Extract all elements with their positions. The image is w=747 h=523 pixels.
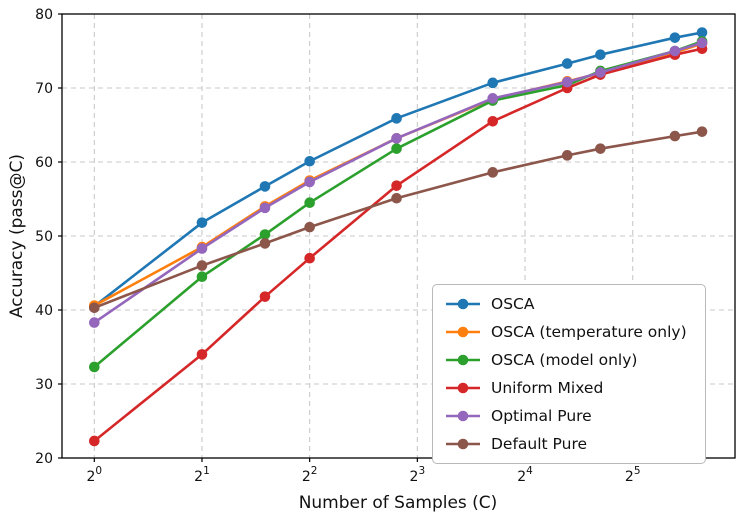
legend: OSCA OSCA (temperature only) OSCA (model o… <box>432 284 706 464</box>
legend-label: Default Pure <box>491 435 588 453</box>
legend-label: Optimal Pure <box>491 407 592 425</box>
series-line <box>93 47 703 442</box>
series-marker <box>487 77 499 89</box>
x-tick-label: 23 <box>410 465 426 485</box>
legend-item[interactable]: OSCA (model only) <box>444 351 687 369</box>
series-marker <box>595 67 606 78</box>
series-line <box>93 41 703 324</box>
x-tick-label: 25 <box>625 465 641 485</box>
y-tick-label: 70 <box>35 81 53 97</box>
series-marker <box>259 238 271 249</box>
legend-marker-icon <box>446 326 480 338</box>
series-marker <box>391 113 402 124</box>
series-marker <box>196 217 208 228</box>
legend-item[interactable]: OSCA (temperature only) <box>444 323 687 341</box>
legend-item[interactable]: OSCA <box>444 295 687 313</box>
legend-label: OSCA (model only) <box>491 351 638 369</box>
series-marker <box>304 221 315 233</box>
series-marker <box>304 155 315 167</box>
y-tick-label: 60 <box>35 155 53 171</box>
legend-label: OSCA (temperature only) <box>491 323 687 341</box>
x-tick-label: 22 <box>302 465 318 485</box>
y-tick-label: 40 <box>35 303 53 319</box>
series-marker <box>391 180 402 191</box>
x-tick-label: 20 <box>86 465 102 485</box>
series-marker <box>487 167 499 178</box>
legend-item[interactable]: Uniform Mixed <box>444 379 687 397</box>
series-marker <box>89 302 100 314</box>
series-marker <box>561 58 573 69</box>
x-tick-label: 21 <box>194 465 210 485</box>
series-marker <box>487 93 499 104</box>
series-line <box>93 31 703 308</box>
series-marker <box>259 181 271 192</box>
plot-frame <box>61 13 736 459</box>
series-marker <box>89 435 100 447</box>
series-marker <box>259 229 271 240</box>
legend-marker-icon <box>446 354 480 366</box>
y-tick-label: 50 <box>35 229 53 245</box>
series-marker <box>304 252 315 264</box>
legend-label: Uniform Mixed <box>491 379 604 397</box>
y-tick-label: 20 <box>35 451 53 467</box>
series-marker <box>391 143 402 154</box>
x-tick-label: 24 <box>517 465 533 485</box>
legend-marker-icon <box>446 438 480 450</box>
series-marker <box>196 260 208 271</box>
series-marker <box>696 27 708 38</box>
legend-label: OSCA <box>491 295 535 313</box>
y-axis-label: Accuracy (pass@C) <box>7 154 27 318</box>
series-marker <box>669 32 681 43</box>
series-marker <box>391 192 402 204</box>
y-tick-label: 80 <box>35 7 53 23</box>
series-marker <box>669 45 681 57</box>
series-marker <box>259 202 271 214</box>
legend-marker-icon <box>446 298 480 310</box>
series-marker <box>196 243 208 254</box>
series-marker <box>304 197 315 208</box>
series-marker <box>391 133 402 144</box>
series-marker <box>259 291 271 302</box>
series-marker <box>561 150 573 161</box>
series-marker <box>595 143 606 154</box>
y-tick-label: 30 <box>35 377 53 393</box>
series-marker <box>196 349 208 360</box>
series-marker <box>304 176 315 188</box>
series-marker <box>196 271 208 283</box>
series-marker <box>595 49 606 60</box>
legend-item[interactable]: Default Pure <box>444 435 687 453</box>
legend-item[interactable]: Optimal Pure <box>444 407 687 425</box>
legend-marker-icon <box>446 382 480 394</box>
series-marker <box>561 76 573 88</box>
series-marker <box>487 116 499 127</box>
series-line <box>93 42 703 307</box>
series-marker <box>89 317 100 328</box>
series-marker <box>89 361 100 373</box>
x-axis-label: Number of Samples (C) <box>299 493 498 513</box>
series-line <box>93 130 703 309</box>
series-marker <box>696 37 708 49</box>
series-marker <box>669 130 681 142</box>
series-marker <box>696 126 708 137</box>
legend-marker-icon <box>446 410 480 422</box>
